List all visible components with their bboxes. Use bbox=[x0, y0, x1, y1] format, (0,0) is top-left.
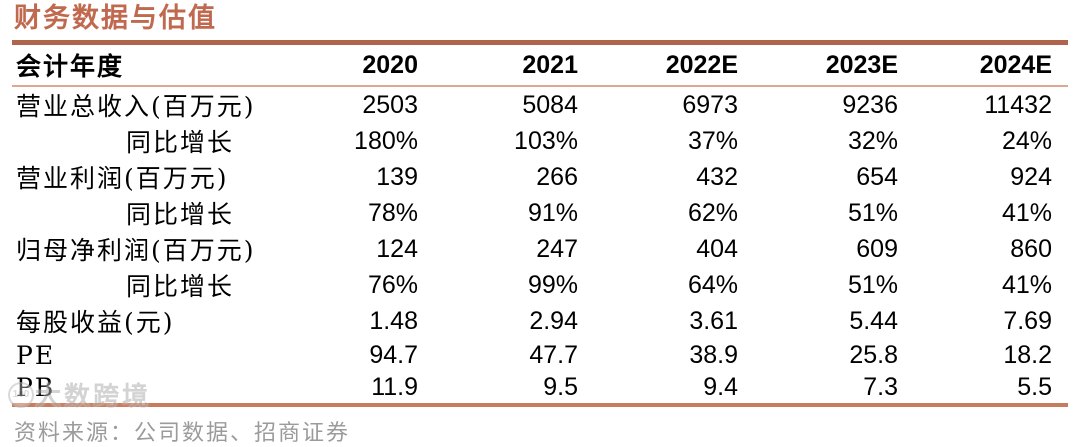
table-cell: 41% bbox=[1001, 270, 1052, 299]
table-cell: 266 bbox=[536, 162, 578, 191]
table-cell: 6973 bbox=[682, 90, 738, 119]
table-row-pe: PE 94.7 47.7 38.9 25.8 18.2 bbox=[12, 339, 1068, 371]
table-cell: 24% bbox=[1001, 126, 1052, 155]
table-cell: 94.7 bbox=[369, 340, 418, 369]
table-row-pb: PB 11.9 9.5 9.4 7.3 5.5 bbox=[12, 371, 1068, 405]
column-header-2020: 2020 bbox=[274, 42, 434, 87]
table-cell: 51% bbox=[847, 270, 898, 299]
table-row-total-revenue: 营业总收入(百万元) 2503 5084 6973 9236 11432 bbox=[12, 86, 1068, 123]
table-cell: 432 bbox=[696, 162, 738, 191]
table-cell: 7.3 bbox=[863, 372, 898, 401]
table-row-operating-profit: 营业利润(百万元) 139 266 432 654 924 bbox=[12, 159, 1068, 195]
table-cell: 5084 bbox=[522, 90, 578, 119]
row-label: 同比增长 bbox=[125, 200, 234, 229]
table-cell: 9.4 bbox=[703, 372, 738, 401]
table-cell: 64% bbox=[687, 270, 738, 299]
row-label: 归母净利润(百万元) bbox=[16, 236, 256, 265]
row-label: PE bbox=[16, 340, 56, 370]
table-cell: 860 bbox=[1010, 234, 1052, 263]
column-header-fiscal-year: 会计年度 bbox=[12, 42, 274, 87]
table-cell: 1.48 bbox=[369, 306, 418, 335]
table-cell: 38.9 bbox=[689, 340, 738, 369]
table-cell: 5.44 bbox=[849, 306, 898, 335]
table-cell: 99% bbox=[527, 270, 578, 299]
source-note: 资料来源：公司数据、招商证券 bbox=[14, 421, 351, 446]
row-label: 同比增长 bbox=[125, 272, 234, 301]
row-label: 营业利润(百万元) bbox=[16, 164, 229, 193]
table-cell: 924 bbox=[1010, 162, 1052, 191]
table-row-net-profit-yoy-growth: 同比增长 76% 99% 64% 51% 41% bbox=[12, 267, 1068, 303]
table-cell: 2.94 bbox=[529, 306, 578, 335]
column-header-2024e: 2024E bbox=[914, 42, 1068, 87]
table-cell: 7.69 bbox=[1003, 306, 1052, 335]
column-header-2021: 2021 bbox=[434, 42, 594, 87]
table-cell: 654 bbox=[856, 162, 898, 191]
table-cell: 404 bbox=[696, 234, 738, 263]
table-cell: 180% bbox=[354, 126, 418, 155]
row-label: 营业总收入(百万元) bbox=[16, 92, 256, 121]
table-cell: 247 bbox=[536, 234, 578, 263]
table-cell: 76% bbox=[367, 270, 418, 299]
financial-data-table: 会计年度 2020 2021 2022E 2023E 2024E 营业总收入(百… bbox=[12, 40, 1068, 407]
table-cell: 62% bbox=[687, 198, 738, 227]
table-cell: 3.61 bbox=[689, 306, 738, 335]
table-cell: 51% bbox=[847, 198, 898, 227]
table-cell: 9.5 bbox=[543, 372, 578, 401]
table-cell: 609 bbox=[856, 234, 898, 263]
table-row-eps: 每股收益(元) 1.48 2.94 3.61 5.44 7.69 bbox=[12, 303, 1068, 339]
table-cell: 124 bbox=[376, 234, 418, 263]
table-cell: 103% bbox=[514, 126, 578, 155]
table-cell: 25.8 bbox=[849, 340, 898, 369]
column-header-2023e: 2023E bbox=[754, 42, 914, 87]
table-header-row: 会计年度 2020 2021 2022E 2023E 2024E bbox=[12, 42, 1068, 87]
table-cell: 47.7 bbox=[529, 340, 578, 369]
table-cell: 5.5 bbox=[1017, 372, 1052, 401]
table-row-revenue-yoy-growth: 同比增长 180% 103% 37% 32% 24% bbox=[12, 123, 1068, 159]
table-cell: 9236 bbox=[842, 90, 898, 119]
table-cell: 37% bbox=[687, 126, 738, 155]
table-cell: 41% bbox=[1001, 198, 1052, 227]
table-cell: 139 bbox=[376, 162, 418, 191]
table-cell: 11.9 bbox=[371, 372, 418, 401]
table-cell: 18.2 bbox=[1003, 340, 1052, 369]
section-title: 财务数据与估值 bbox=[14, 3, 217, 34]
table-row-operating-profit-yoy-growth: 同比增长 78% 91% 62% 51% 41% bbox=[12, 195, 1068, 231]
row-label: 同比增长 bbox=[125, 128, 234, 157]
table-cell: 11432 bbox=[984, 90, 1052, 119]
table-cell: 2503 bbox=[362, 90, 418, 119]
row-label: 每股收益(元) bbox=[16, 308, 175, 337]
table-cell: 78% bbox=[367, 198, 418, 227]
column-header-2022e: 2022E bbox=[594, 42, 754, 87]
row-label: PB bbox=[16, 372, 56, 402]
table-cell: 32% bbox=[847, 126, 898, 155]
table-row-net-profit: 归母净利润(百万元) 124 247 404 609 860 bbox=[12, 231, 1068, 267]
table-cell: 91% bbox=[527, 198, 578, 227]
